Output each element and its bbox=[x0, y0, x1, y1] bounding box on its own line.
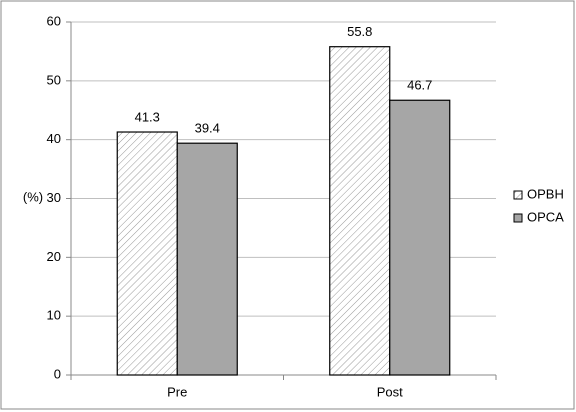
value-label: 39.4 bbox=[195, 121, 220, 136]
bar bbox=[329, 46, 391, 376]
y-tick-label: 30 bbox=[47, 190, 61, 205]
bar bbox=[176, 142, 238, 376]
y-tick-label: 10 bbox=[47, 308, 61, 323]
bar bbox=[389, 99, 451, 376]
value-label: 55.8 bbox=[347, 24, 372, 39]
legend-label: OPBH bbox=[527, 186, 564, 201]
bar bbox=[116, 131, 178, 376]
y-axis-label: (%) bbox=[23, 189, 43, 204]
y-tick-label: 20 bbox=[47, 249, 61, 264]
y-tick-label: 0 bbox=[54, 366, 61, 381]
legend-swatch bbox=[513, 213, 523, 223]
x-tick-label: Post bbox=[377, 384, 403, 399]
x-tick-label: Pre bbox=[167, 384, 187, 399]
legend-label: OPCA bbox=[527, 209, 564, 224]
y-tick-label: 50 bbox=[47, 72, 61, 87]
y-tick-label: 40 bbox=[47, 131, 61, 146]
legend-swatch bbox=[513, 190, 523, 200]
value-label: 46.7 bbox=[407, 78, 432, 93]
y-tick-label: 60 bbox=[47, 13, 61, 28]
value-label: 41.3 bbox=[135, 109, 160, 124]
